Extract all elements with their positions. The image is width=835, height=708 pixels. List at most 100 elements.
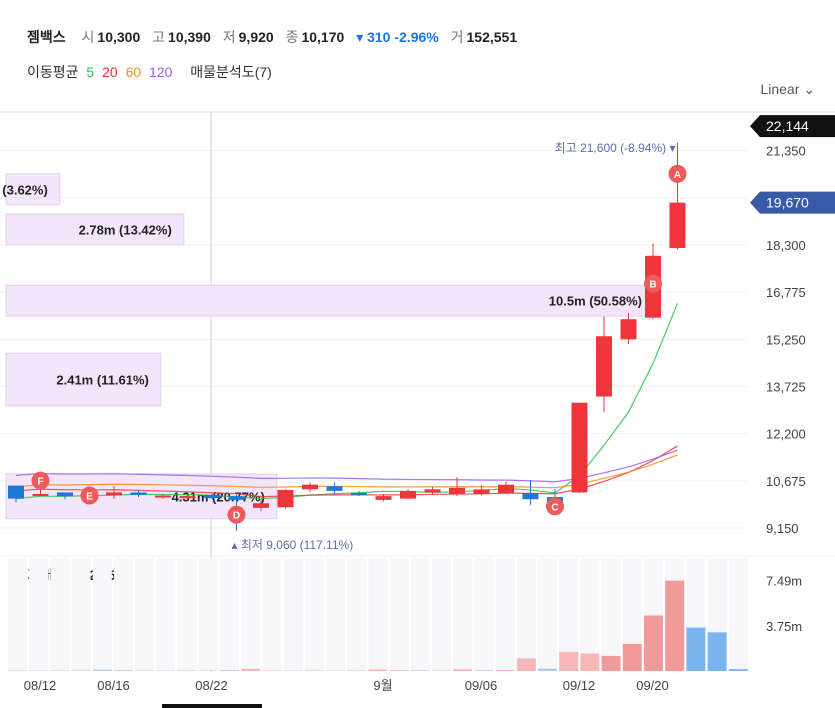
candle-body (106, 492, 122, 496)
x-tick-label: 09/06 (465, 678, 498, 693)
y-tick-label: 9,150 (766, 521, 799, 536)
current-price-tag (750, 191, 835, 214)
candle-body (277, 489, 294, 508)
candle-body (522, 493, 539, 500)
x-tick-label: 09/12 (563, 678, 596, 693)
x-tick-label: 08/16 (97, 678, 130, 693)
close-value: 10,170 (301, 29, 345, 45)
high-value: 10,390 (168, 29, 211, 45)
candle-body (155, 495, 171, 498)
volume-bar-bg (220, 558, 239, 671)
volume-bar (114, 670, 133, 671)
volume-bar-bg (262, 558, 282, 671)
volume-bar (665, 580, 685, 671)
indicator-bar: 이동평균 5 20 60 120 매물분석도(7) (27, 62, 276, 82)
ma60-label[interactable]: 60 (125, 64, 142, 80)
volume-bar-bg (601, 558, 621, 671)
y-tick-label: 13,725 (766, 379, 806, 394)
volume-bar (368, 669, 388, 671)
candle-body (571, 402, 588, 493)
volume-bar-bg (474, 558, 494, 671)
volume-bar-bg (29, 558, 49, 671)
high-annotation: 최고 21,600 (-8.94%) ▾ (555, 141, 676, 155)
scroll-handle (162, 704, 262, 708)
volume-bar (538, 668, 557, 671)
event-marker (80, 486, 99, 505)
y-tick-label: 10,675 (766, 474, 806, 489)
candle-body (596, 336, 612, 397)
volume-bar (304, 670, 324, 671)
stock-name: 젬백스 (27, 29, 66, 45)
volume-bar-bg (389, 558, 409, 671)
volume-bar-bg (304, 558, 324, 671)
ma20-line (15, 445, 678, 498)
volume-bar (241, 668, 261, 671)
volume-value: 152,551 (466, 29, 518, 45)
volume-bar-bg (135, 558, 155, 671)
candle-body (326, 486, 343, 491)
volume-bar-bg (92, 558, 112, 671)
event-marker-label: D (233, 511, 240, 522)
x-tick-label: 9월 (373, 678, 392, 693)
ma20-label[interactable]: 20 (102, 64, 118, 80)
volume-bar-bg (559, 558, 579, 671)
volume-bar-bg (326, 558, 345, 671)
scale-selector[interactable]: Linear ⌄ (760, 81, 815, 98)
volume-tick-label: 3.75m (766, 619, 802, 634)
candle-body (228, 496, 245, 500)
candle-body (375, 496, 392, 500)
current-price-text: 19,670 (766, 195, 809, 211)
y-tick-label: 21,350 (766, 144, 806, 159)
y-tick-label: 18,300 (766, 238, 806, 253)
candle-body (669, 202, 686, 249)
ma120-label[interactable]: 120 (149, 64, 173, 80)
scale-label: Linear (760, 81, 800, 97)
volume-bar-bg (8, 558, 27, 671)
volume-bar (601, 655, 621, 671)
candle-body (179, 496, 196, 499)
volume-bar (220, 670, 239, 671)
volume-bar-bg (580, 558, 600, 671)
event-marker-label: B (649, 280, 656, 291)
candle-body (32, 493, 49, 496)
stock-header: 젬백스 시 10,300 고 10,390 저 9,920 종 10,170 ▾ 310… (27, 27, 525, 47)
volume-bar (92, 669, 112, 671)
volume-profile-label: 750k (3.62%) (0, 182, 48, 197)
volume-bar (495, 669, 515, 671)
volume-profile-box (5, 284, 655, 317)
volume-bar (686, 627, 706, 671)
chevron-down-icon: ⌄ (803, 81, 815, 97)
event-marker-label: E (86, 492, 93, 503)
ma120-line (15, 449, 678, 483)
volume-bar (474, 670, 494, 671)
volume-bar-bg (283, 558, 303, 671)
candle-body (620, 319, 637, 340)
candle-body (449, 487, 465, 494)
candle-body (302, 484, 318, 490)
top-price-tag (750, 115, 835, 138)
volume-profile-box (5, 213, 185, 246)
x-tick-label: 08/22 (195, 678, 228, 693)
volume-bar-bg (516, 558, 536, 671)
event-marker-label: C (551, 502, 558, 513)
volume-bar-bg (432, 558, 451, 671)
open-label: 시 (81, 29, 95, 45)
volume-bar (559, 651, 579, 671)
volume-profile-box (5, 352, 162, 407)
moving-average-label[interactable]: 이동평균 (27, 64, 79, 80)
open-value: 10,300 (97, 29, 141, 45)
candle-body (498, 484, 514, 494)
low-value: 9,920 (238, 29, 274, 45)
ma5-label[interactable]: 5 (86, 64, 95, 80)
y-tick-label: 16,775 (766, 285, 806, 300)
event-marker (546, 497, 564, 516)
volume-bar (71, 670, 91, 671)
change-percent: -2.96% (394, 29, 439, 45)
volume-profile-label[interactable]: 매물분석도(7) (190, 64, 272, 80)
candle-body (424, 489, 441, 493)
volume-bar (8, 670, 27, 671)
low-annotation: ▴ 최저 9,060 (117.11%) (232, 538, 354, 552)
volume-bar (707, 632, 727, 671)
close-label: 종 (285, 29, 299, 45)
